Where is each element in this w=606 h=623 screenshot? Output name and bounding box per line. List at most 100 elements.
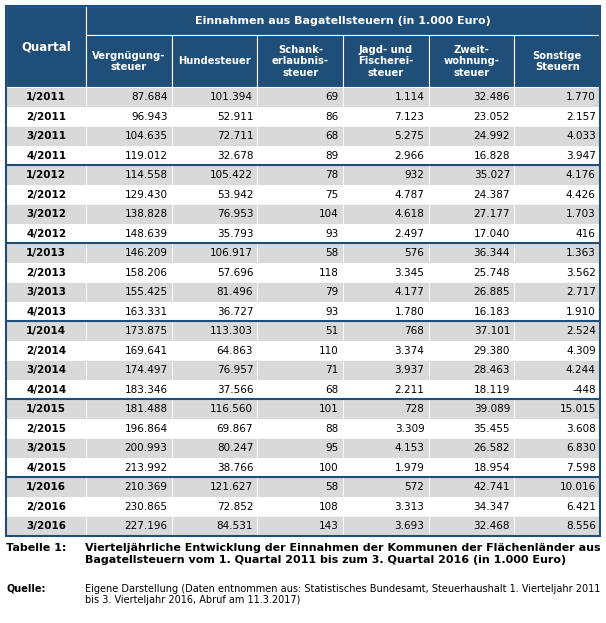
Text: 69.867: 69.867 xyxy=(217,424,253,434)
Text: 2/2014: 2/2014 xyxy=(26,346,66,356)
Text: 17.040: 17.040 xyxy=(474,229,510,239)
Bar xyxy=(86,302,172,321)
Bar xyxy=(6,87,86,107)
Bar xyxy=(428,146,514,165)
Text: 7.123: 7.123 xyxy=(395,112,424,121)
Text: 27.177: 27.177 xyxy=(473,209,510,219)
Bar xyxy=(258,497,343,516)
Bar xyxy=(428,243,514,263)
Bar xyxy=(6,360,86,380)
Bar xyxy=(258,321,343,341)
Bar xyxy=(258,165,343,185)
Bar xyxy=(514,458,600,477)
Bar xyxy=(86,399,172,419)
Bar xyxy=(258,399,343,419)
Text: 37.101: 37.101 xyxy=(474,326,510,336)
Text: 28.463: 28.463 xyxy=(473,365,510,375)
Text: 35.455: 35.455 xyxy=(473,424,510,434)
Text: 108: 108 xyxy=(319,502,339,511)
Text: 25.748: 25.748 xyxy=(473,267,510,277)
Bar xyxy=(343,341,428,360)
Text: 68: 68 xyxy=(325,131,339,141)
Bar xyxy=(514,341,600,360)
Text: 2.966: 2.966 xyxy=(395,151,424,161)
Text: 2/2013: 2/2013 xyxy=(26,267,66,277)
Bar xyxy=(428,516,514,536)
Bar xyxy=(86,497,172,516)
Text: 1/2011: 1/2011 xyxy=(26,92,66,102)
Text: 148.639: 148.639 xyxy=(124,229,168,239)
Bar xyxy=(6,477,86,497)
Text: 16.183: 16.183 xyxy=(473,307,510,316)
Bar xyxy=(343,458,428,477)
Bar xyxy=(86,126,172,146)
Bar xyxy=(343,321,428,341)
Bar xyxy=(428,126,514,146)
Text: 169.641: 169.641 xyxy=(124,346,168,356)
Text: 3/2016: 3/2016 xyxy=(26,521,66,531)
Bar xyxy=(6,6,600,536)
Text: 728: 728 xyxy=(405,404,424,414)
Bar xyxy=(6,243,86,263)
Text: 3.309: 3.309 xyxy=(395,424,424,434)
Bar xyxy=(172,458,258,477)
Bar xyxy=(86,107,172,126)
Bar xyxy=(6,204,86,224)
Bar xyxy=(258,126,343,146)
Text: Eigene Darstellung (Daten entnommen aus: Statistisches Bundesamt, Steuerhaushalt: Eigene Darstellung (Daten entnommen aus:… xyxy=(85,584,600,606)
Text: 4/2015: 4/2015 xyxy=(26,462,66,472)
Bar xyxy=(6,321,86,341)
Bar xyxy=(514,243,600,263)
Text: 121.627: 121.627 xyxy=(210,482,253,492)
Text: 38.766: 38.766 xyxy=(217,462,253,472)
Bar xyxy=(343,107,428,126)
Text: 23.052: 23.052 xyxy=(474,112,510,121)
Text: 18.954: 18.954 xyxy=(473,462,510,472)
Bar xyxy=(258,146,343,165)
Text: 37.566: 37.566 xyxy=(217,384,253,394)
Text: Zweit-
wohnung-
steuer: Zweit- wohnung- steuer xyxy=(444,45,499,78)
Text: 1.703: 1.703 xyxy=(566,209,596,219)
Bar xyxy=(514,107,600,126)
Text: 114.558: 114.558 xyxy=(124,170,168,180)
Text: 3.937: 3.937 xyxy=(395,365,424,375)
Text: 24.387: 24.387 xyxy=(473,189,510,199)
Bar xyxy=(343,165,428,185)
Text: 7.598: 7.598 xyxy=(566,462,596,472)
Bar xyxy=(514,497,600,516)
Text: 32.468: 32.468 xyxy=(473,521,510,531)
Bar xyxy=(172,360,258,380)
Text: 2/2012: 2/2012 xyxy=(26,189,66,199)
Text: 35.793: 35.793 xyxy=(217,229,253,239)
Bar xyxy=(428,458,514,477)
Bar xyxy=(86,477,172,497)
Text: 3/2011: 3/2011 xyxy=(26,131,66,141)
Bar xyxy=(514,146,600,165)
Bar xyxy=(428,477,514,497)
Text: 3.608: 3.608 xyxy=(566,424,596,434)
Bar xyxy=(6,399,86,419)
Bar xyxy=(6,107,86,126)
Bar xyxy=(6,224,86,243)
Bar xyxy=(172,399,258,419)
Text: 110: 110 xyxy=(319,346,339,356)
Text: 143: 143 xyxy=(319,521,339,531)
Bar xyxy=(6,263,86,282)
Bar xyxy=(343,87,428,107)
Text: 89: 89 xyxy=(325,151,339,161)
Text: 1.780: 1.780 xyxy=(395,307,424,316)
Bar xyxy=(6,302,86,321)
Text: 57.696: 57.696 xyxy=(217,267,253,277)
Bar xyxy=(172,243,258,263)
Text: 4.177: 4.177 xyxy=(395,287,424,297)
Bar xyxy=(172,438,258,458)
Text: 87.684: 87.684 xyxy=(131,92,168,102)
Text: 138.828: 138.828 xyxy=(124,209,168,219)
Bar xyxy=(343,146,428,165)
Text: 2.157: 2.157 xyxy=(566,112,596,121)
Text: 15.015: 15.015 xyxy=(559,404,596,414)
Bar xyxy=(343,419,428,438)
Text: 5.275: 5.275 xyxy=(395,131,424,141)
Bar xyxy=(343,302,428,321)
Bar xyxy=(172,321,258,341)
